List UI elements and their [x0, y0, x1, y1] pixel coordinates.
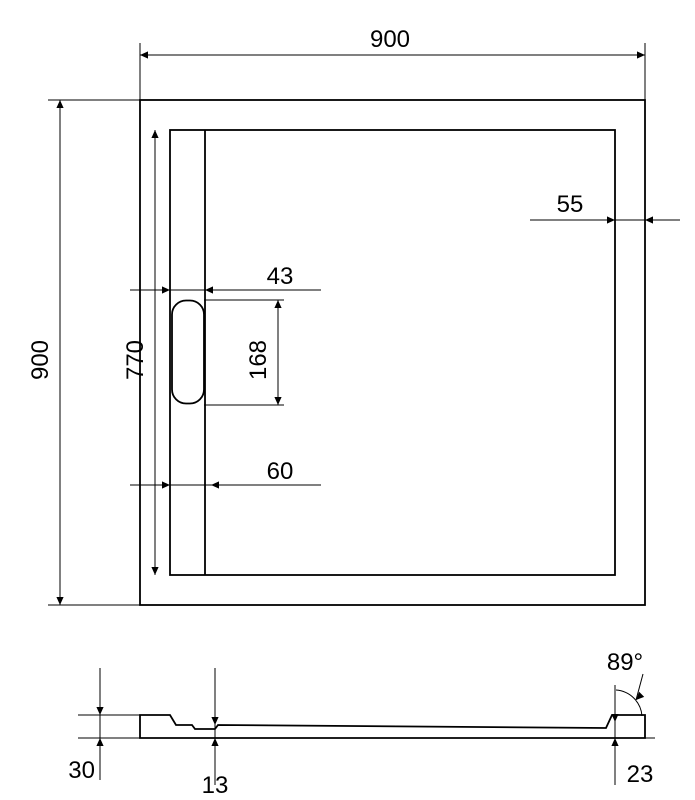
svg-text:43: 43	[267, 263, 294, 290]
svg-text:770: 770	[122, 340, 149, 380]
svg-text:60: 60	[267, 458, 294, 485]
svg-text:13: 13	[202, 772, 229, 799]
technical-drawing: 900 900 770 55 43 168 60 30 13 23 89°	[0, 0, 695, 800]
svg-text:900: 900	[370, 26, 410, 53]
svg-text:168: 168	[245, 340, 272, 380]
svg-text:55: 55	[557, 191, 584, 218]
svg-text:89°: 89°	[607, 649, 643, 676]
svg-text:900: 900	[27, 340, 54, 380]
svg-text:30: 30	[68, 757, 95, 784]
svg-text:23: 23	[627, 761, 654, 788]
